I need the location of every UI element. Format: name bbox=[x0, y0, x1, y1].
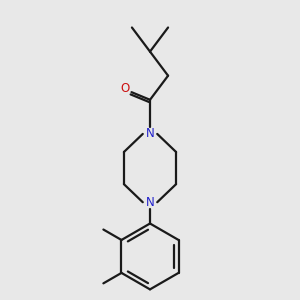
Text: N: N bbox=[146, 196, 154, 209]
Text: N: N bbox=[146, 128, 154, 140]
Text: O: O bbox=[121, 82, 130, 95]
